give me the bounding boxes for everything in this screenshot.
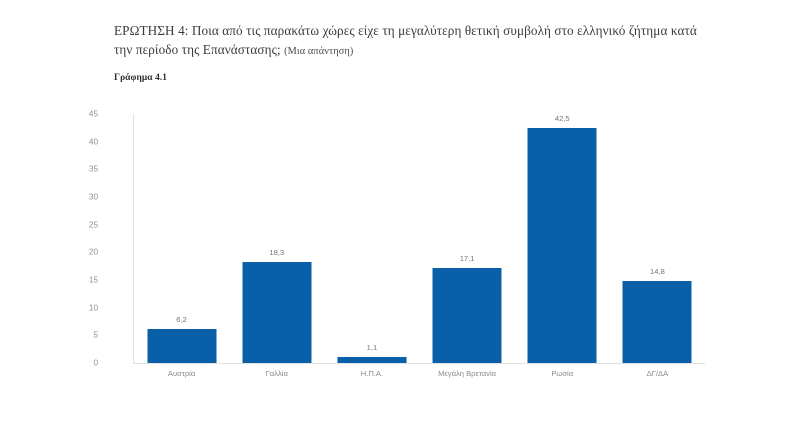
bar-group: 17,1 Μεγάλη Βρετανία — [420, 105, 515, 390]
bar-group: 6,2 Αυστρία — [134, 105, 229, 390]
y-axis-tick-label: 30 — [88, 192, 98, 202]
bar-value-label: 14,8 — [650, 267, 665, 277]
page-title: ΕΡΩΤΗΣΗ 4: Ποια από τις παρακάτω χώρες ε… — [114, 21, 714, 61]
x-axis-category-label: Μεγάλη Βρετανία — [438, 369, 497, 378]
plot-area: 6,2 Αυστρία 18,3 Γαλλία 1,1 Η.Π.Α. 17,1 Μεγάλη … — [134, 105, 705, 378]
x-axis-category-label: Αυστρία — [167, 369, 196, 378]
chart-caption: Γράφημα 4.1 — [114, 73, 168, 83]
bar-value-label: 1,1 — [366, 342, 378, 352]
y-axis-tick-label: 45 — [88, 109, 98, 119]
bar-value-label: 17,1 — [459, 254, 475, 264]
chart-header: ΕΡΩΤΗΣΗ 4: Ποια από τις παρακάτω χώρες ε… — [114, 21, 714, 83]
x-axis-category-label: ΔΓ/ΔΑ — [646, 369, 669, 378]
bar[interactable] — [527, 127, 597, 363]
y-axis-tick-label: 35 — [88, 164, 98, 174]
bar-value-label: 18,3 — [269, 247, 285, 257]
bar-group: 1,1 Η.Π.Α. — [324, 105, 419, 390]
x-axis-category-label: Η.Π.Α. — [360, 369, 384, 378]
y-axis-tick-label: 5 — [93, 330, 98, 340]
x-axis-category-label: Ρωσία — [551, 369, 574, 378]
bar[interactable] — [147, 328, 217, 363]
bar[interactable] — [242, 261, 312, 363]
bar[interactable] — [337, 356, 407, 363]
x-axis-line — [133, 363, 705, 364]
bar-value-label: 42,5 — [554, 113, 570, 123]
y-axis-tick-label: 10 — [88, 303, 98, 313]
bar-group: 42,5 Ρωσία — [515, 105, 610, 390]
bar-group: 18,3 Γαλλία — [229, 105, 324, 390]
y-axis-tick-label: 0 — [93, 358, 98, 368]
y-axis-tick-label: 15 — [88, 275, 98, 285]
bar-value-label: 6,2 — [176, 314, 187, 324]
y-axis-tick-label: 40 — [88, 137, 98, 147]
bar[interactable] — [622, 281, 692, 363]
question-title-text: ΕΡΩΤΗΣΗ 4: Ποια από τις παρακάτω χώρες ε… — [114, 23, 697, 57]
bar-group: 14,8 ΔΓ/ΔΑ — [610, 105, 705, 390]
x-axis-category-label: Γαλλία — [265, 369, 288, 378]
bar-chart: 0 5 10 15 20 25 30 35 40 45 6,2 Αυστρία 18,3 Γαλλία 1… — [89, 105, 724, 390]
y-axis-line — [133, 114, 134, 364]
bar[interactable] — [432, 268, 502, 363]
y-axis-tick-label: 20 — [88, 247, 98, 257]
y-axis-ticks: 0 5 10 15 20 25 30 35 40 45 — [89, 105, 130, 368]
y-axis-tick-label: 25 — [88, 220, 98, 230]
answer-note: (Μια απάντηση) — [284, 46, 354, 57]
